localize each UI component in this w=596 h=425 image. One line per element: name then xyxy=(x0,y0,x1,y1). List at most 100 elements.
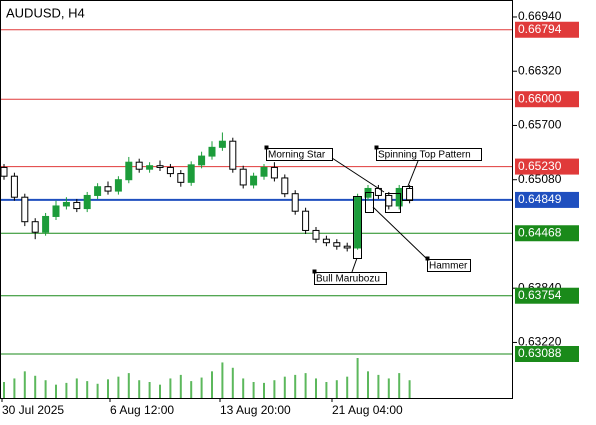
volume-bar xyxy=(335,380,338,398)
volume-bar xyxy=(304,373,307,398)
level-label: 0.64468 xyxy=(518,225,562,239)
candle-body xyxy=(250,175,258,186)
level-label: 0.63088 xyxy=(518,346,562,360)
volume-bar xyxy=(221,362,224,398)
volume-bar xyxy=(148,382,151,398)
candle-body xyxy=(0,166,8,177)
candle-body xyxy=(146,165,154,170)
volume-bar xyxy=(86,381,89,398)
volume-bar xyxy=(315,378,317,398)
candle-body xyxy=(31,221,39,233)
volume-bar xyxy=(127,373,130,398)
candle-body xyxy=(135,161,143,170)
candle-body xyxy=(198,155,206,166)
x-tick-label: 6 Aug 12:00 xyxy=(110,403,174,417)
volume-bar xyxy=(159,384,161,398)
candle-body xyxy=(385,194,393,207)
level-label: 0.66794 xyxy=(518,22,562,36)
volume-bar xyxy=(211,371,213,398)
candle-body xyxy=(395,187,403,207)
y-tick-label: 0.63220 xyxy=(518,335,562,349)
level-label: 0.63754 xyxy=(518,288,562,302)
candle-body xyxy=(73,201,81,210)
volume-bar xyxy=(96,383,99,398)
level-label-box xyxy=(515,345,579,362)
level-label-box xyxy=(515,91,579,108)
volume-bar xyxy=(169,378,172,398)
volume-bar xyxy=(3,382,5,398)
candle-body xyxy=(260,166,268,177)
volume-bar xyxy=(367,371,369,398)
volume-bar xyxy=(34,375,37,398)
level-label-box xyxy=(515,225,579,242)
annotation: Morning Star xyxy=(268,150,326,161)
candle-body xyxy=(333,242,341,247)
annotation: Hammer xyxy=(429,261,468,272)
y-tick-label: 0.66320 xyxy=(518,63,562,77)
candle-body xyxy=(10,175,18,198)
volume-bar xyxy=(325,382,328,398)
volume-bar xyxy=(55,384,57,398)
volume-bar xyxy=(200,377,203,398)
volume-bar xyxy=(13,378,16,398)
level-label-box xyxy=(515,158,579,175)
volume-bar xyxy=(190,381,193,398)
volume-bar xyxy=(294,374,297,398)
candle-body xyxy=(104,186,112,192)
volume-bar xyxy=(283,376,286,398)
volume-bar xyxy=(138,380,141,398)
x-tick-label: 30 Jul 2025 xyxy=(2,403,64,417)
candle-body xyxy=(239,168,247,186)
candle-body xyxy=(62,201,70,207)
annotation: Bull Marubozu xyxy=(316,274,380,285)
volume-bar xyxy=(273,380,276,398)
volume-bar xyxy=(387,378,390,398)
volume-bar xyxy=(377,374,380,398)
candle-body xyxy=(52,205,60,217)
level-label: 0.65230 xyxy=(518,159,562,173)
candle-body xyxy=(343,245,351,249)
candle-body xyxy=(302,210,310,231)
volume-bar xyxy=(346,376,349,398)
candle-body xyxy=(281,177,289,195)
candle-body xyxy=(94,186,102,196)
candle-body xyxy=(208,146,216,157)
chart-title: AUDUSD, H4 xyxy=(6,5,85,20)
candle-body xyxy=(125,161,133,181)
candle-body xyxy=(187,164,195,183)
volume-bar xyxy=(75,378,78,398)
candle-body xyxy=(177,173,185,183)
candle-body xyxy=(21,196,29,223)
volume-bar xyxy=(179,374,182,398)
x-tick-label: 21 Aug 04:00 xyxy=(332,403,403,417)
candle-body xyxy=(83,194,91,210)
candle-body xyxy=(406,187,414,201)
volume-bar xyxy=(356,358,359,398)
level-label: 0.66000 xyxy=(518,91,562,105)
annotation: Spinning Top Pattern xyxy=(378,150,471,161)
level-label: 0.64849 xyxy=(518,192,562,206)
volume-bar xyxy=(117,376,120,398)
volume-bar xyxy=(263,382,265,398)
level-label-box xyxy=(515,21,579,38)
annotation-shapes xyxy=(264,145,482,285)
y-tick-label: 0.65080 xyxy=(518,172,562,186)
candle-body xyxy=(291,193,299,212)
volume-bar xyxy=(398,373,401,398)
volume-bar xyxy=(107,379,109,398)
candle-body xyxy=(229,140,237,170)
volume-bar xyxy=(23,371,26,398)
volume-bar xyxy=(252,382,255,398)
level-label-box xyxy=(515,191,579,208)
volume-bar xyxy=(231,367,234,398)
candle-body xyxy=(114,179,122,192)
candle-body xyxy=(322,238,330,244)
y-tick-label: 0.65700 xyxy=(518,118,562,132)
candle-body xyxy=(312,229,320,240)
volume-bar xyxy=(408,380,411,398)
candle-body xyxy=(270,166,278,179)
plot-layer xyxy=(0,29,512,398)
level-label-box xyxy=(515,287,579,304)
candle-body xyxy=(42,215,50,233)
